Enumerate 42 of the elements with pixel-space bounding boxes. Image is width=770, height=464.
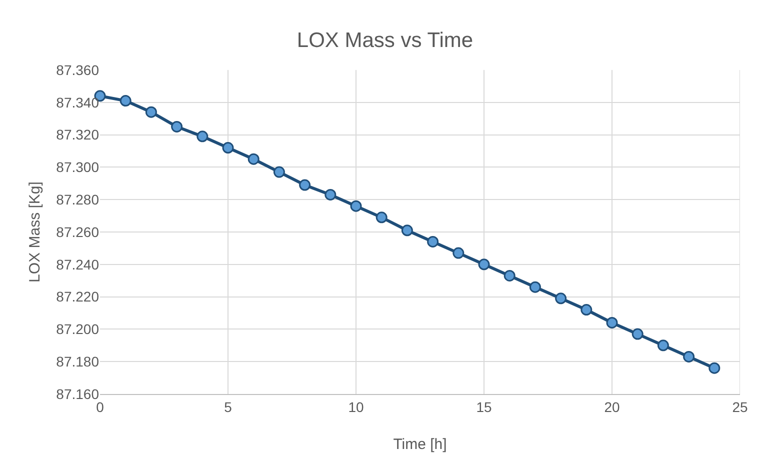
point [145, 106, 157, 118]
point [555, 292, 567, 304]
y-tick-label: 87.260 [56, 224, 100, 240]
x-tick-label: 10 [348, 398, 364, 415]
point [606, 316, 618, 328]
y-tick-label: 87.320 [56, 126, 100, 143]
y-tick-label: 87.200 [56, 321, 100, 338]
point [196, 130, 208, 142]
y-axis-title: LOX Mass [Kg] [26, 182, 44, 282]
y-tick-label: 87.360 [56, 62, 100, 78]
x-tick-label: 20 [604, 398, 620, 415]
chart-title: LOX Mass vs Time [296, 29, 474, 52]
x-tick-label: 5 [224, 398, 232, 415]
point [171, 120, 183, 132]
x-axis-title: Time [h] [393, 436, 447, 453]
point [504, 270, 516, 282]
point [222, 142, 234, 154]
point [657, 340, 669, 352]
y-tick-label: 87.280 [56, 192, 100, 208]
point [324, 188, 336, 200]
point [632, 328, 644, 340]
point [452, 247, 464, 259]
y-tick-label: 87.340 [56, 94, 100, 110]
point [273, 166, 285, 178]
point [350, 200, 362, 212]
point [580, 304, 592, 316]
point [299, 179, 311, 191]
point [708, 362, 720, 374]
y-tick-label: 87.300 [56, 159, 100, 176]
point [120, 95, 132, 107]
point [427, 236, 439, 248]
x-tick-label: 15 [476, 398, 492, 415]
point [401, 224, 413, 236]
point [529, 281, 541, 293]
y-tick-label: 87.240 [56, 256, 100, 272]
x-tick-label: 25 [732, 398, 748, 415]
point [683, 350, 695, 362]
point [248, 153, 260, 165]
y-tick-label: 87.180 [56, 354, 100, 370]
y-tick-label: 87.220 [56, 288, 100, 305]
point [376, 212, 388, 224]
point [478, 258, 490, 270]
